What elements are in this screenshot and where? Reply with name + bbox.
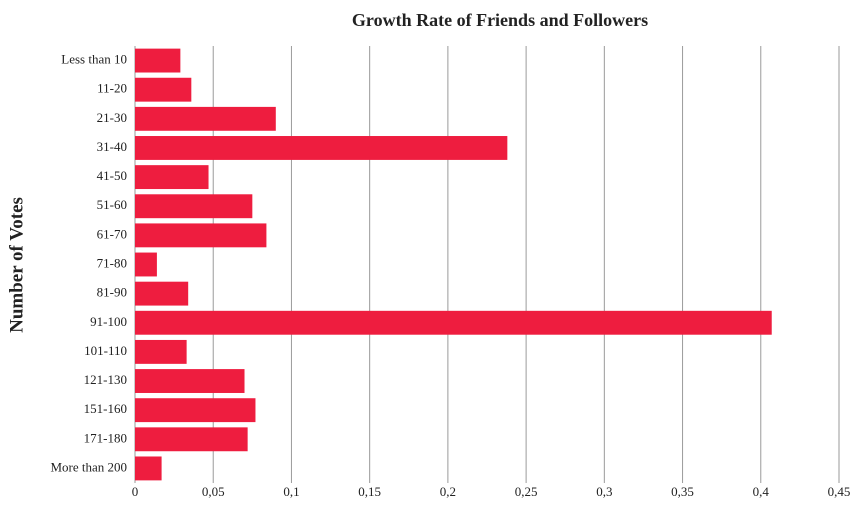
y-tick-label: 81-90 <box>97 285 127 300</box>
y-tick-label: More than 200 <box>50 459 127 474</box>
x-tick-label: 0,35 <box>671 484 694 499</box>
bar <box>135 165 209 190</box>
bar <box>135 398 256 423</box>
bar <box>135 427 248 452</box>
bar <box>135 77 192 102</box>
x-tick-label: 0,1 <box>283 484 299 499</box>
x-tick-label: 0,3 <box>596 484 612 499</box>
y-tick-label: 61-70 <box>97 226 127 241</box>
y-tick-label: 51-60 <box>97 197 127 212</box>
x-tick-label: 0,45 <box>828 484 851 499</box>
bar <box>135 136 508 160</box>
y-tick-label: 71-80 <box>97 255 127 270</box>
bar <box>135 339 187 364</box>
x-tick-label: 0,15 <box>358 484 381 499</box>
bar <box>135 194 253 219</box>
bar <box>135 281 189 306</box>
y-tick-label: 21-30 <box>97 110 127 125</box>
bar <box>135 106 276 131</box>
bar <box>135 252 157 277</box>
y-tick-label: Less than 10 <box>61 52 127 67</box>
x-tick-label: 0,2 <box>440 484 456 499</box>
y-tick-label: 121-130 <box>84 372 127 387</box>
x-tick-label: 0 <box>132 484 139 499</box>
y-tick-label: 91-100 <box>90 314 127 329</box>
bar <box>135 223 267 248</box>
y-axis-label: Number of Votes <box>6 197 27 333</box>
bar <box>135 456 162 481</box>
y-tick-label: 101-110 <box>84 343 127 358</box>
y-tick-label: 171-180 <box>84 430 127 445</box>
bar <box>135 310 772 335</box>
chart-title: Growth Rate of Friends and Followers <box>352 10 648 30</box>
y-tick-label: 11-20 <box>97 81 127 96</box>
x-tick-label: 0,05 <box>202 484 225 499</box>
x-tick-label: 0,4 <box>753 484 770 499</box>
x-tick-label: 0,25 <box>515 484 538 499</box>
y-tick-label: 31-40 <box>97 139 127 154</box>
bar <box>135 48 181 73</box>
y-tick-label: 151-160 <box>84 401 127 416</box>
bar <box>135 369 245 393</box>
y-tick-label: 41-50 <box>97 168 127 183</box>
